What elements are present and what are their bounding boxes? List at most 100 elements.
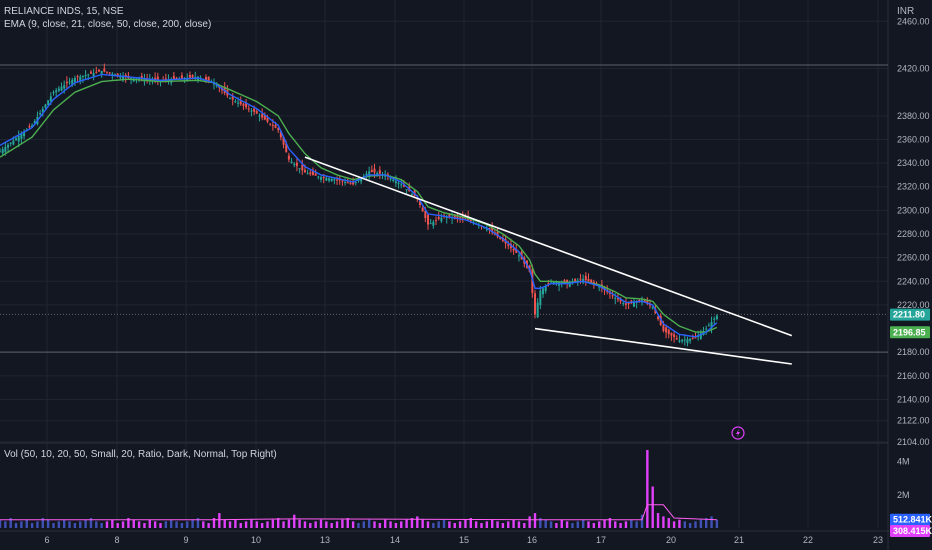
candle-body	[632, 302, 635, 307]
candle-body	[250, 110, 253, 112]
time-tick-label: 14	[390, 535, 400, 545]
volume-bar	[207, 523, 210, 528]
candle-body	[154, 77, 157, 80]
candle-body	[592, 281, 595, 284]
volume-bar	[73, 523, 77, 528]
candle-body	[400, 184, 403, 186]
volume-bar	[480, 523, 483, 528]
candle-body	[65, 81, 68, 84]
candle-body	[229, 98, 232, 100]
volume-bar	[191, 519, 194, 528]
candle-body	[140, 75, 143, 79]
volume-bar	[672, 521, 676, 528]
candle-body	[103, 68, 106, 72]
candle-body	[92, 73, 95, 77]
volume-bar	[587, 521, 590, 528]
candle-body	[301, 164, 304, 171]
price-tick-label: 2122.00	[897, 416, 930, 426]
volume-bar	[244, 521, 248, 528]
candle-body	[643, 300, 646, 302]
volume-bar	[223, 519, 226, 528]
last-price-badge-bg	[890, 308, 930, 321]
candle-body	[689, 338, 692, 341]
time-tick-label: 22	[803, 535, 813, 545]
symbol-legend[interactable]: RELIANCE INDS, 15, NSE	[4, 6, 124, 17]
candle-body	[60, 86, 63, 91]
candle-body	[12, 140, 15, 145]
volume-bar	[41, 518, 44, 528]
volume-bar	[79, 521, 82, 528]
volume-bar	[127, 518, 130, 528]
volume-bar	[469, 518, 472, 528]
ema-legend[interactable]: EMA (9, close, 21, close, 50, close, 200…	[4, 19, 212, 30]
candle-body	[453, 215, 456, 218]
candle-body	[215, 85, 218, 87]
candle-body	[665, 327, 668, 333]
candle-body	[574, 279, 577, 282]
price-tick-label: 2104.00	[897, 437, 930, 447]
volume-legend[interactable]: Vol (50, 10, 20, 50, Small, 20, Ratio, D…	[4, 449, 277, 460]
candle-body	[119, 75, 122, 78]
volume-bar	[367, 519, 371, 528]
volume-bar	[25, 519, 28, 528]
candle-body	[485, 228, 488, 230]
volume-bar	[341, 519, 344, 528]
price-tick-label: 2240.00	[897, 276, 930, 286]
candle-body	[333, 179, 336, 181]
volume-bar	[614, 521, 617, 528]
volume-ma-line	[0, 504, 717, 521]
candle-body	[370, 169, 373, 172]
candle-body	[397, 182, 400, 184]
candle-body	[440, 217, 443, 222]
candle-body	[73, 78, 76, 82]
volume-bar	[678, 519, 681, 528]
volume-bar	[539, 518, 542, 528]
volume-bar	[111, 519, 114, 528]
price-tick-label: 2420.00	[897, 64, 930, 74]
time-tick-label: 15	[459, 535, 469, 545]
candle-body	[496, 231, 499, 237]
candle-body	[108, 72, 111, 74]
trendline-upper	[304, 156, 793, 337]
candle-body	[619, 298, 622, 302]
trendlines[interactable]	[304, 156, 793, 365]
candle-body	[346, 182, 349, 184]
volume-bar	[528, 516, 531, 528]
volume-bar	[432, 523, 435, 528]
volume-bar	[619, 523, 622, 528]
time-tick-label: 16	[527, 535, 537, 545]
time-tick-label: 8	[114, 535, 119, 545]
price-axis[interactable]: 2460.00 2420.00 2380.00 2360.00 2340.00 2320.…	[897, 16, 930, 500]
volume-bar	[694, 521, 697, 528]
time-tick-label: 20	[666, 535, 676, 545]
candle-body	[31, 125, 34, 128]
candle-body	[255, 111, 258, 114]
time-tick-label: 17	[596, 535, 606, 545]
volume-bar	[84, 519, 87, 528]
candle-body	[320, 177, 322, 180]
candle-body	[373, 168, 376, 173]
candle-body	[384, 174, 387, 177]
candle-body	[670, 332, 673, 336]
time-tick-label: 10	[251, 535, 261, 545]
candle-body	[306, 173, 309, 175]
candle-body	[156, 76, 159, 81]
volume-bar	[437, 521, 440, 528]
candle-body	[542, 288, 545, 295]
candle-body	[234, 101, 237, 103]
volume-bar	[239, 523, 242, 528]
volume-bar	[196, 518, 200, 528]
candle-body	[368, 171, 371, 177]
volume-bar	[287, 519, 291, 528]
candle-body	[590, 279, 593, 283]
candle-body	[180, 75, 183, 79]
time-axis[interactable]: 6 8 9 10 13 14 15 16 17 20 21 22 23	[44, 535, 883, 545]
volume-bar	[170, 519, 173, 528]
candle-body	[282, 136, 285, 145]
ema-fast-line	[0, 73, 718, 338]
candle-body	[622, 303, 625, 305]
flash-icon[interactable]	[731, 426, 745, 440]
candle-body	[314, 173, 317, 176]
candle-body	[435, 219, 438, 221]
